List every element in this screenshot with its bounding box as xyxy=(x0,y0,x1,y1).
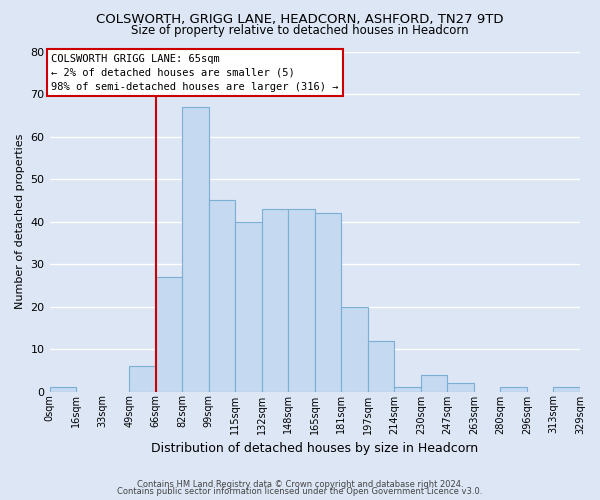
Bar xyxy=(368,340,394,392)
Bar xyxy=(235,222,262,392)
Bar xyxy=(50,388,76,392)
Bar xyxy=(155,277,182,392)
Bar xyxy=(394,388,421,392)
Bar xyxy=(553,388,580,392)
Bar xyxy=(341,306,368,392)
Text: Contains public sector information licensed under the Open Government Licence v3: Contains public sector information licen… xyxy=(118,487,482,496)
X-axis label: Distribution of detached houses by size in Headcorn: Distribution of detached houses by size … xyxy=(151,442,478,455)
Bar xyxy=(209,200,235,392)
Text: COLSWORTH GRIGG LANE: 65sqm
← 2% of detached houses are smaller (5)
98% of semi-: COLSWORTH GRIGG LANE: 65sqm ← 2% of deta… xyxy=(51,54,338,92)
Text: Contains HM Land Registry data © Crown copyright and database right 2024.: Contains HM Land Registry data © Crown c… xyxy=(137,480,463,489)
Text: Size of property relative to detached houses in Headcorn: Size of property relative to detached ho… xyxy=(131,24,469,37)
Bar xyxy=(262,209,288,392)
Bar xyxy=(315,213,341,392)
Bar xyxy=(182,107,209,392)
Bar xyxy=(500,388,527,392)
Bar xyxy=(129,366,155,392)
Bar xyxy=(288,209,315,392)
Bar xyxy=(421,374,448,392)
Bar xyxy=(448,383,474,392)
Text: COLSWORTH, GRIGG LANE, HEADCORN, ASHFORD, TN27 9TD: COLSWORTH, GRIGG LANE, HEADCORN, ASHFORD… xyxy=(96,12,504,26)
Y-axis label: Number of detached properties: Number of detached properties xyxy=(15,134,25,309)
